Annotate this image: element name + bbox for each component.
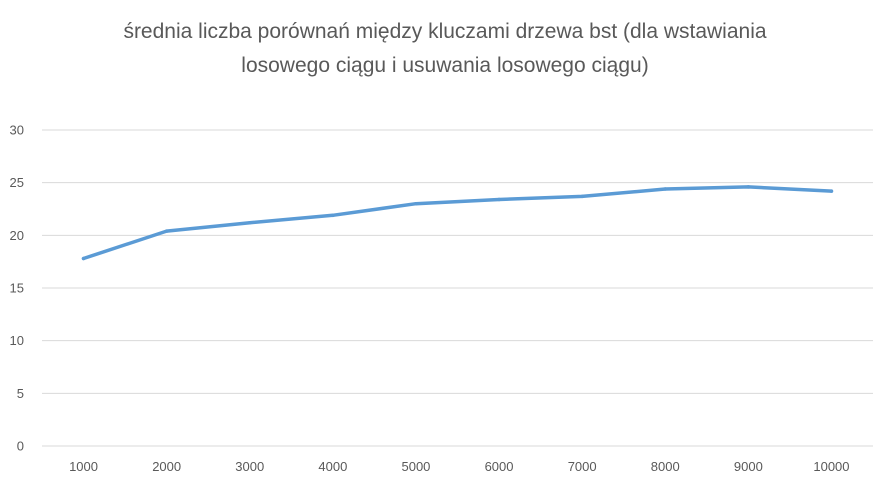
chart-title-line-2: losowego ciągu i usuwania losowego ciągu… — [241, 54, 648, 77]
data-point — [248, 220, 252, 225]
y-tick-label: 5 — [17, 386, 24, 401]
data-point — [164, 229, 169, 233]
y-tick-label: 10 — [10, 333, 24, 348]
x-tick-label: 1000 — [69, 459, 98, 474]
data-point — [829, 189, 834, 193]
y-tick-label: 20 — [10, 228, 24, 243]
y-tick-label: 0 — [17, 439, 24, 454]
x-tick-label: 10000 — [813, 459, 849, 474]
data-point — [414, 201, 418, 206]
x-tick-label: 3000 — [235, 459, 264, 474]
data-point — [497, 197, 501, 202]
data-point — [81, 256, 86, 261]
x-tick-label: 5000 — [401, 459, 430, 474]
data-point — [331, 213, 335, 218]
y-tick-label: 25 — [10, 175, 24, 190]
x-axis-tick-labels: 1000 2000 3000 4000 5000 6000 7000 8000 9000 1000… — [69, 459, 849, 474]
data-point — [663, 187, 667, 191]
x-tick-label: 4000 — [318, 459, 347, 474]
x-tick-label: 7000 — [568, 459, 597, 474]
y-axis-tick-labels: 0 5 10 15 20 25 30 — [10, 123, 24, 454]
series-group — [81, 185, 834, 261]
x-tick-label: 2000 — [152, 459, 181, 474]
chart-title: średnia liczba porównań między kluczami … — [123, 20, 766, 77]
data-point — [580, 194, 584, 199]
chart-title-line-1: średnia liczba porównań między kluczami … — [123, 20, 766, 43]
x-tick-label: 9000 — [734, 459, 763, 474]
gridlines — [42, 129, 873, 447]
y-tick-label: 30 — [10, 123, 24, 138]
series-line — [81, 185, 834, 261]
x-tick-label: 8000 — [651, 459, 680, 474]
data-point — [746, 185, 751, 189]
x-tick-label: 6000 — [485, 459, 514, 474]
y-tick-label: 15 — [10, 281, 24, 296]
